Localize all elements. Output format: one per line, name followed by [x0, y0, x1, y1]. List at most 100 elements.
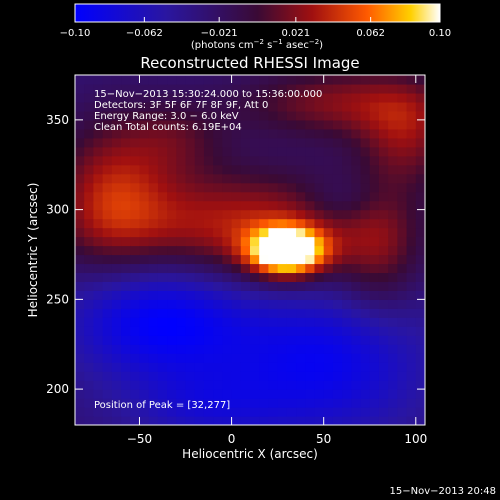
- heatmap-cell: [296, 209, 306, 220]
- heatmap-cell: [102, 281, 113, 291]
- heatmap-cell: [250, 263, 260, 274]
- heatmap-cell: [314, 344, 325, 354]
- heatmap-cell: [360, 407, 371, 417]
- heatmap-cell: [250, 344, 260, 354]
- heatmap-cell: [102, 353, 113, 363]
- heatmap-cell: [121, 272, 131, 283]
- heatmap-cell: [369, 236, 380, 247]
- heatmap-cell: [102, 146, 113, 157]
- heatmap-cell: [194, 281, 205, 291]
- heatmap-cell: [277, 254, 288, 265]
- heatmap-cell: [231, 317, 242, 327]
- heatmap-cell: [351, 128, 362, 139]
- heatmap-cell: [314, 353, 325, 363]
- heatmap-cell: [157, 236, 168, 247]
- heatmap-cell: [157, 290, 168, 300]
- heatmap-cell: [415, 344, 425, 354]
- heatmap-cell: [397, 137, 408, 148]
- heatmap-cell: [268, 263, 279, 274]
- colorbar-tick-label: −0.021: [201, 28, 238, 39]
- heatmap-cell: [121, 227, 131, 238]
- heatmap-cell: [130, 407, 141, 417]
- heatmap-cell: [121, 290, 131, 300]
- heatmap-cell: [351, 290, 362, 300]
- heatmap-cell: [93, 245, 104, 256]
- heatmap-cell: [75, 335, 85, 345]
- heatmap-cell: [111, 299, 122, 309]
- heatmap-cell: [240, 335, 251, 345]
- heatmap-cell: [360, 146, 371, 157]
- heatmap-cell: [286, 344, 297, 354]
- heatmap-cell: [305, 317, 316, 327]
- heatmap-cell: [406, 407, 417, 417]
- heatmap-cell: [351, 353, 362, 363]
- heatmap-cell: [148, 416, 159, 425]
- heatmap-cell: [250, 308, 260, 318]
- heatmap-cell: [157, 263, 168, 274]
- heatmap-cell: [323, 317, 334, 327]
- heatmap-cell: [332, 254, 343, 265]
- heatmap-cell: [231, 128, 242, 139]
- heatmap-cell: [351, 308, 362, 318]
- heatmap-cell: [102, 101, 113, 112]
- heatmap-cell: [259, 110, 270, 121]
- heatmap-cell: [332, 353, 343, 363]
- y-axis-label: Heliocentric Y (arcsec): [26, 183, 40, 318]
- heatmap-cell: [268, 308, 279, 318]
- heatmap-cell: [342, 362, 352, 372]
- heatmap-cell: [194, 218, 205, 229]
- heatmap-cell: [194, 407, 205, 417]
- heatmap-cell: [360, 326, 371, 336]
- heatmap-cell: [342, 308, 352, 318]
- heatmap-cell: [314, 218, 325, 229]
- heatmap-cell: [139, 326, 150, 336]
- heatmap-cell: [296, 101, 306, 112]
- heatmap-cell: [231, 101, 242, 112]
- heatmap-cell: [176, 272, 187, 283]
- heatmap-cell: [93, 272, 104, 283]
- heatmap-cell: [388, 227, 398, 238]
- heatmap-cell: [167, 75, 177, 85]
- heatmap-cell: [415, 317, 425, 327]
- heatmap-cell: [351, 75, 362, 85]
- heatmap-cell: [415, 75, 425, 85]
- heatmap-cell: [213, 326, 223, 336]
- heatmap-cell: [268, 371, 279, 381]
- heatmap-cell: [332, 110, 343, 121]
- heatmap-cell: [259, 407, 270, 417]
- heatmap-cell: [130, 416, 141, 425]
- heatmap-cell: [194, 344, 205, 354]
- heatmap-cell: [369, 191, 380, 202]
- heatmap-cell: [250, 209, 260, 220]
- heatmap-cell: [286, 398, 297, 408]
- colorbar-tick-label: −0.10: [60, 28, 91, 39]
- heatmap-cell: [121, 164, 131, 175]
- heatmap-cell: [240, 416, 251, 425]
- heatmap-cell: [351, 164, 362, 175]
- heatmap-cell: [130, 173, 141, 184]
- heatmap-cell: [397, 335, 408, 345]
- heatmap-cell: [342, 137, 352, 148]
- heatmap-cell: [194, 308, 205, 318]
- heatmap-cell: [360, 254, 371, 265]
- heatmap-cell: [222, 182, 233, 193]
- heatmap-cell: [102, 209, 113, 220]
- heatmap-cell: [157, 317, 168, 327]
- heatmap-cell: [185, 416, 196, 425]
- heatmap-cell: [93, 137, 104, 148]
- heatmap-cell: [369, 308, 380, 318]
- heatmap-cell: [176, 101, 187, 112]
- heatmap-cell: [406, 263, 417, 274]
- heatmap-cell: [84, 371, 95, 381]
- heatmap-cell: [176, 362, 187, 372]
- heatmap-cell: [277, 335, 288, 345]
- heatmap-cell: [148, 146, 159, 157]
- heatmap-cell: [406, 146, 417, 157]
- heatmap-cell: [157, 83, 168, 94]
- heatmap-cell: [75, 389, 85, 399]
- heatmap-cell: [111, 200, 122, 211]
- heatmap-cell: [231, 308, 242, 318]
- heatmap-cell: [148, 344, 159, 354]
- heatmap-cell: [268, 326, 279, 336]
